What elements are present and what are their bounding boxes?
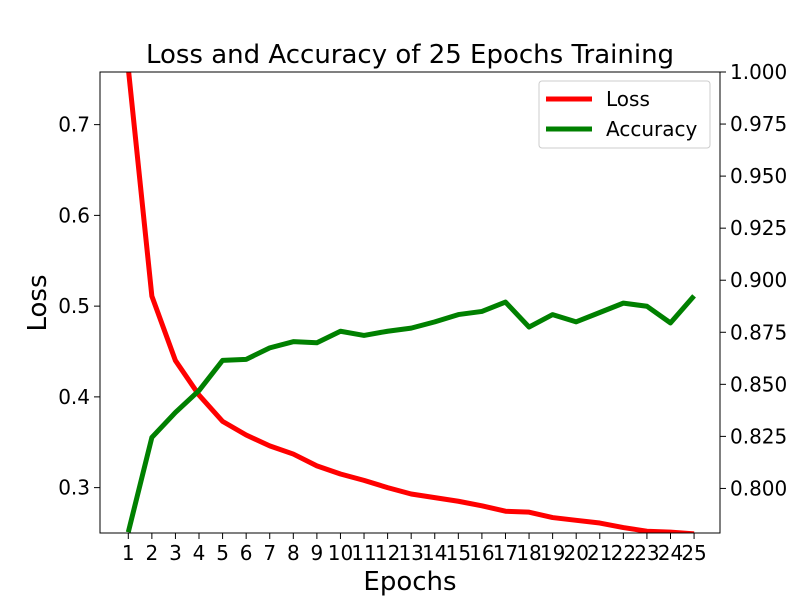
y2-tick-label: 0.825 [730,424,787,448]
x-axis-ticks: 1 2 3 4 5 6 7 8 9 1011121314151617181920212223242… [122,533,707,565]
x-tick-label: 3 [169,541,182,565]
y2-tick-label: 0.875 [730,320,787,344]
y2-tick-label: 0.975 [730,112,787,136]
y-tick-label: 0.6 [58,203,90,227]
plot-lines [125,72,696,533]
x-axis-label: Epochs [363,567,456,597]
y-axis-label: Loss [23,274,53,331]
x-tick-label: 8 [287,541,300,565]
series-line-loss [126,72,695,533]
y2-tick-label: 0.925 [730,216,787,240]
x-tick-label: 2 [145,541,158,565]
x-tick-label: 5 [216,541,229,565]
series-line-accuracy [125,294,696,533]
legend: Loss Accuracy [538,80,711,149]
y-tick-label: 0.7 [58,113,90,137]
legend-label-loss: Loss [606,87,650,111]
y2-axis-ticks: 0.800 0.825 0.850 0.875 0.900 0.925 0.950 0.975… [720,60,787,500]
y2-tick-label: 0.850 [730,372,787,396]
y2-tick-label: 0.800 [730,476,787,500]
y2-tick-label: 0.900 [730,268,787,292]
y-tick-label: 0.3 [58,476,90,500]
x-tick-label: 14 [422,541,447,565]
y-axis-ticks: 0.3 0.4 0.5 0.6 0.7 [58,113,100,500]
x-tick-label: 10 [328,541,353,565]
x-tick-label: 15 [446,541,471,565]
plot-frame [99,71,721,534]
x-tick-label: 11 [351,541,376,565]
x-tick-label: 22 [611,541,636,565]
x-tick-label: 9 [311,541,324,565]
x-tick-label: 17 [493,541,518,565]
x-tick-label: 20 [563,541,588,565]
y-tick-label: 0.4 [58,385,90,409]
x-tick-label: 6 [240,541,253,565]
x-tick-label: 16 [469,541,494,565]
x-tick-label: 19 [540,541,565,565]
x-tick-label: 4 [193,541,206,565]
x-tick-label: 12 [375,541,400,565]
legend-label-accuracy: Accuracy [606,117,697,141]
x-tick-label: 21 [587,541,612,565]
y2-tick-label: 0.950 [730,164,787,188]
x-tick-label: 23 [634,541,659,565]
x-tick-label: 18 [516,541,541,565]
chart-title: Loss and Accuracy of 25 Epochs Training [146,40,674,70]
x-tick-label: 7 [263,541,276,565]
y-tick-label: 0.5 [58,294,90,318]
y2-tick-label: 1.000 [730,60,787,84]
x-tick-label: 25 [681,541,706,565]
x-tick-label: 13 [398,541,423,565]
x-tick-label: 1 [122,541,135,565]
x-tick-label: 24 [658,541,683,565]
